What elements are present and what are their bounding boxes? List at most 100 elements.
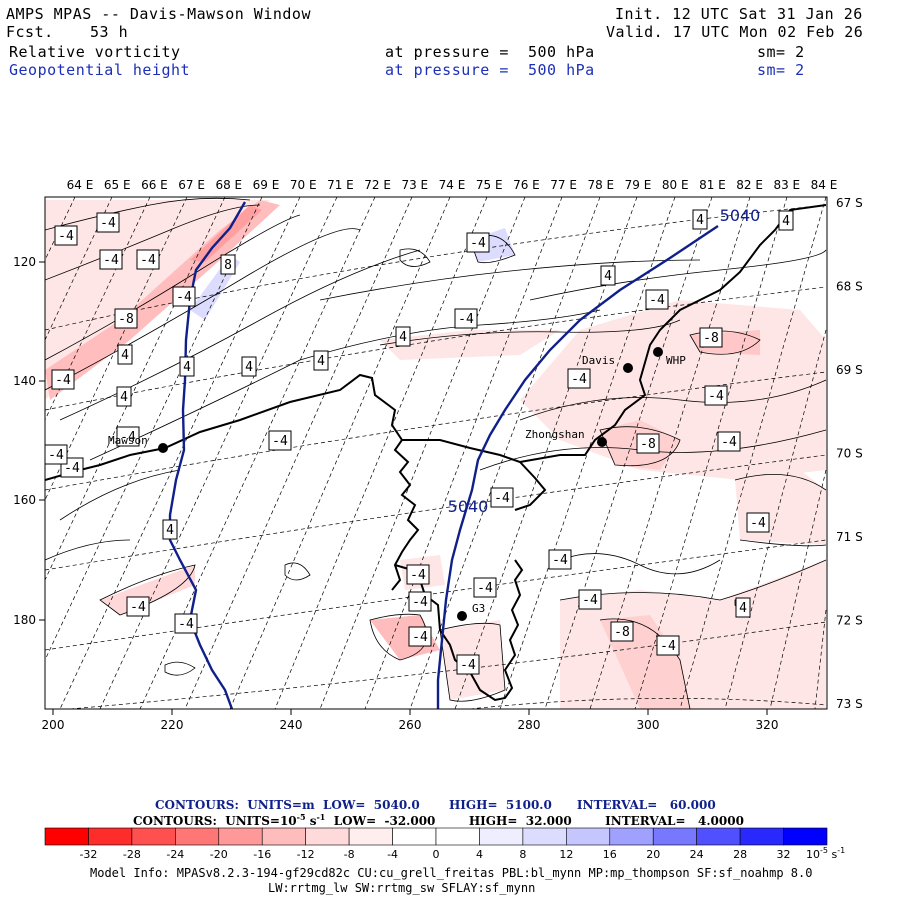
colorbar-unit: 10-5 s-1 [806, 846, 845, 861]
svg-text:-4: -4 [130, 600, 146, 615]
colorbar-segment [435, 827, 480, 846]
vorticity-label: -4 [548, 549, 572, 570]
height-label-mid: 5040 [448, 497, 489, 516]
x-tick-200: 200 [42, 718, 65, 732]
lat-label: 72 S [836, 614, 863, 628]
shade-neg-se [560, 560, 826, 709]
shade-neg-e [735, 470, 826, 545]
lon-label: 65 E [104, 178, 131, 192]
vorticity-label: 4 [600, 265, 616, 286]
colorbar-label: -20 [210, 848, 228, 861]
svg-text:-8: -8 [640, 437, 656, 452]
y-tick-180: 180 [13, 613, 36, 627]
station-marker-mawson [158, 443, 168, 453]
station-marker-zhongshan [597, 437, 607, 447]
svg-text:-4: -4 [103, 253, 119, 268]
lon-label: 68 E [215, 178, 242, 192]
map-title: AMPS MPAS -- Davis-Mawson Window [6, 5, 311, 23]
model-info-line2: LW:rrtmg_lw SW:rrtmg_sw SFLAY:sf_mynn [268, 881, 536, 895]
lon-label: 80 E [662, 178, 689, 192]
vorticity-label: -4 [746, 512, 770, 533]
station-label-zhongshan: Zhongshan [525, 428, 585, 441]
station-marker-davis [623, 363, 633, 373]
colorbar-label: -28 [123, 848, 141, 861]
svg-text:-8: -8 [118, 312, 134, 327]
colorbar-label: 12 [559, 848, 573, 861]
colorbar-label: 16 [603, 848, 617, 861]
map-frame [44, 196, 828, 710]
svg-text:4: 4 [317, 354, 325, 369]
svg-text:-4: -4 [55, 373, 71, 388]
vorticity-label: 4 [313, 350, 329, 371]
colorbar-segment [783, 827, 828, 846]
longitude-labels: 64 E 65 E 66 E 67 E 68 E 69 E 70 E 71 E 72 E 73 E… [67, 178, 838, 192]
lon-label: 78 E [587, 178, 614, 192]
forecast-hour-label: Fcst. [6, 23, 54, 41]
svg-text:4: 4 [739, 601, 747, 616]
colorbar-segment [609, 827, 654, 846]
lat-label: 69 S [836, 363, 863, 377]
vorticity-label: -4 [126, 596, 150, 617]
svg-text:-4: -4 [178, 617, 194, 632]
colorbar-label: 32 [777, 848, 791, 861]
colorbar-label: 24 [690, 848, 704, 861]
station-label-mawson: Mawson [108, 434, 148, 447]
station-label-davis: Davis [582, 354, 615, 367]
vorticity-label: 4 [692, 209, 708, 230]
lon-label: 77 E [550, 178, 577, 192]
vorticity-label: -4 [456, 654, 480, 675]
vorticity-label: -4 [99, 249, 123, 270]
vorticity-label: -4 [473, 577, 497, 598]
field1-smoothing: sm= 2 [757, 43, 805, 61]
lon-label: 69 E [253, 178, 280, 192]
lon-label: 76 E [513, 178, 540, 192]
colorbar-segment [218, 827, 263, 846]
colorbar-segment [305, 827, 350, 846]
x-tick-300: 300 [637, 718, 660, 732]
vorticity-label: -4 [567, 368, 591, 389]
colorbar-segment [392, 827, 437, 846]
vorticity-label: 4 [117, 344, 133, 365]
vorticity-label: -8 [114, 308, 138, 329]
vorticity-label: 8 [220, 254, 236, 275]
svg-text:-4: -4 [272, 434, 288, 449]
height-contour-caption: CONTOURS: UNITS=m LOW= 5040.0 HIGH= 5100… [155, 798, 716, 812]
svg-text:-4: -4 [571, 372, 587, 387]
vorticity-label: -4 [490, 487, 514, 508]
lon-label: 72 E [364, 178, 391, 192]
lon-label: 75 E [476, 178, 503, 192]
vorticity-label: -4 [454, 308, 478, 329]
svg-text:-4: -4 [582, 593, 598, 608]
colorbar-segment [348, 827, 393, 846]
shade-neg-band [45, 200, 280, 400]
field2-smoothing: sm= 2 [757, 61, 805, 79]
svg-text:4: 4 [696, 213, 704, 228]
vorticity-label: -4 [656, 635, 680, 656]
svg-text:-8: -8 [614, 625, 630, 640]
colorbar-segment [739, 827, 784, 846]
lon-label: 71 E [327, 178, 354, 192]
svg-text:4: 4 [120, 390, 128, 405]
lat-label: 73 S [836, 697, 863, 711]
field2-level: at pressure = 500 hPa [385, 61, 595, 79]
lon-label: 66 E [141, 178, 168, 192]
colorbar-segment [566, 827, 611, 846]
svg-text:4: 4 [245, 360, 253, 375]
x-tick-280: 280 [518, 718, 541, 732]
vorticity-label: -4 [116, 426, 140, 447]
svg-text:4: 4 [183, 360, 191, 375]
svg-text:-4: -4 [458, 312, 474, 327]
svg-text:-4: -4 [750, 516, 766, 531]
svg-text:4: 4 [399, 330, 407, 345]
svg-text:-4: -4 [176, 290, 192, 305]
svg-text:-4: -4 [494, 491, 510, 506]
colorbar-label: 0 [433, 848, 440, 861]
svg-text:-4: -4 [412, 630, 428, 645]
vorticity-label: -4 [45, 444, 68, 465]
vorticity-label: -4 [578, 589, 602, 610]
colorbar-segment [131, 827, 176, 846]
field1-level: at pressure = 500 hPa [385, 43, 595, 61]
vorticity-label: -4 [174, 613, 198, 634]
shade-neg-sw [100, 565, 195, 615]
